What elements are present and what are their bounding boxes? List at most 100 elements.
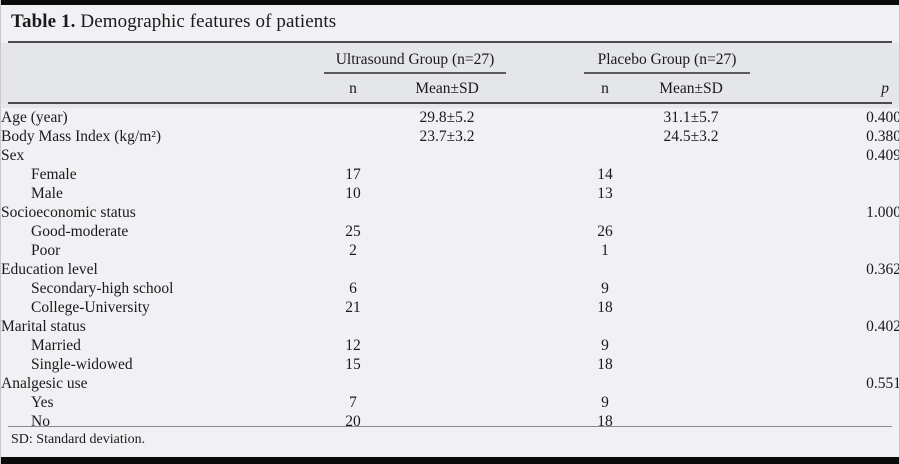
placebo-group-label: Placebo Group (n=27) (584, 47, 750, 74)
col-header-ultrasound-group: Ultrasound Group (n=27) (321, 43, 509, 74)
cell-ultrasound-n: 7 (349, 394, 357, 411)
cell-ultrasound-n (321, 127, 385, 146)
table-row: Body Mass Index (kg/m²) 23.7±3.2 24.5±3.… (1, 127, 900, 146)
cell-ultrasound-mean-sd (385, 298, 509, 317)
cell-row-label: Secondary-high school (31, 280, 174, 297)
table-row: Male 10 13 (1, 184, 899, 203)
cell-p-value (753, 184, 899, 203)
cell-row-label: Marital status (1, 318, 86, 335)
cell-placebo-mean-sd (629, 279, 753, 298)
cell-gap (509, 279, 581, 298)
cell-row-label: Socioeconomic status (1, 204, 136, 221)
cell-row-label: Age (year) (1, 109, 68, 126)
cell-ultrasound-n (321, 260, 385, 279)
cell-ultrasound-mean-sd (385, 146, 509, 165)
table-row: No 20 18 (1, 412, 899, 431)
cell-ultrasound-n: 6 (349, 280, 357, 297)
cell-gap (509, 355, 581, 374)
table-body: Age (year) 29.8±5.2 31.1±5.7 0.400 Body … (1, 108, 900, 431)
table-row: Education level 0.362 (1, 260, 900, 279)
cell-placebo-n: 18 (597, 356, 613, 373)
cell-row-label: Female (31, 166, 77, 183)
table-row: Good-moderate 25 26 (1, 222, 899, 241)
cell-p-value: 1.000 (866, 204, 900, 221)
cell-p-value: 0.402 (866, 318, 900, 335)
col-header-placebo-group: Placebo Group (n=27) (581, 43, 753, 74)
cell-ultrasound-n: 10 (345, 185, 361, 202)
table-row: Age (year) 29.8±5.2 31.1±5.7 0.400 (1, 108, 899, 127)
cell-placebo-n: 18 (597, 413, 613, 430)
cell-placebo-mean-sd (629, 260, 753, 279)
cell-gap (509, 412, 581, 431)
ultrasound-group-label: Ultrasound Group (n=27) (324, 47, 506, 74)
cell-ultrasound-mean-sd: 29.8±5.2 (419, 109, 475, 126)
cell-p-value (753, 165, 899, 184)
cell-placebo-mean-sd (629, 412, 753, 431)
cell-p-value (753, 393, 899, 412)
cell-ultrasound-n (321, 108, 385, 127)
cell-p-value: 0.362 (866, 261, 900, 278)
cell-p-value (753, 355, 899, 374)
group-header-row: Ultrasound Group (n=27) Placebo Group (n… (1, 43, 899, 74)
cell-placebo-n (581, 260, 629, 279)
top-frame-bar (1, 0, 899, 5)
table-row: Single-widowed 15 18 (1, 355, 899, 374)
cell-placebo-n (581, 203, 629, 222)
cell-row-label: Analgesic use (1, 375, 88, 392)
cell-placebo-n (581, 146, 629, 165)
cell-gap (509, 374, 581, 393)
table-title: Table 1. Demographic features of patient… (11, 11, 336, 33)
cell-row-label: Poor (31, 242, 61, 259)
cell-placebo-n (581, 108, 629, 127)
cell-placebo-mean-sd (629, 184, 753, 203)
cell-gap (509, 203, 581, 222)
cell-placebo-n: 9 (601, 337, 609, 354)
cell-gap (509, 317, 581, 336)
cell-ultrasound-n (321, 317, 385, 336)
cell-p-value (753, 279, 899, 298)
cell-ultrasound-mean-sd (385, 222, 509, 241)
cell-gap (509, 108, 581, 127)
cell-p-value (753, 298, 899, 317)
cell-gap (509, 222, 581, 241)
cell-row-label: Married (31, 337, 81, 354)
table-header: Ultrasound Group (n=27) Placebo Group (n… (1, 43, 899, 108)
cell-p-value (753, 241, 899, 260)
cell-gap (509, 241, 581, 260)
cell-row-label: Education level (1, 261, 98, 278)
footnote-rule (8, 426, 892, 427)
header-spacer (1, 43, 321, 74)
cell-p-value: 0.380 (866, 128, 900, 145)
cell-p-value: 0.409 (866, 147, 900, 164)
cell-placebo-mean-sd (629, 241, 753, 260)
cell-row-label: Single-widowed (31, 356, 133, 373)
cell-ultrasound-n: 25 (345, 223, 361, 240)
cell-placebo-n (581, 127, 629, 146)
table-row: Secondary-high school 6 9 (1, 279, 899, 298)
cell-placebo-n: 9 (601, 280, 609, 297)
cell-ultrasound-mean-sd (385, 279, 509, 298)
cell-p-value (753, 222, 899, 241)
cell-placebo-n: 26 (597, 223, 613, 240)
cell-row-label: Sex (1, 147, 25, 164)
cell-placebo-mean-sd (629, 374, 753, 393)
cell-row-label: College-University (31, 299, 150, 316)
cell-ultrasound-mean-sd (385, 241, 509, 260)
cell-ultrasound-mean-sd (385, 260, 509, 279)
table-footnote: SD: Standard deviation. (11, 432, 146, 447)
cell-ultrasound-n (321, 374, 385, 393)
cell-ultrasound-mean-sd (385, 355, 509, 374)
table-row: College-University 21 18 (1, 298, 899, 317)
table-row: Female 17 14 (1, 165, 899, 184)
cell-ultrasound-mean-sd (385, 374, 509, 393)
cell-placebo-mean-sd (629, 336, 753, 355)
cell-gap (509, 127, 581, 146)
cell-placebo-mean-sd (629, 355, 753, 374)
cell-placebo-n: 9 (601, 394, 609, 411)
header-spacer-p (753, 43, 899, 74)
cell-ultrasound-n: 15 (345, 356, 361, 373)
cell-ultrasound-n: 17 (345, 166, 361, 183)
cell-row-label: Male (31, 185, 63, 202)
cell-placebo-mean-sd (629, 222, 753, 241)
